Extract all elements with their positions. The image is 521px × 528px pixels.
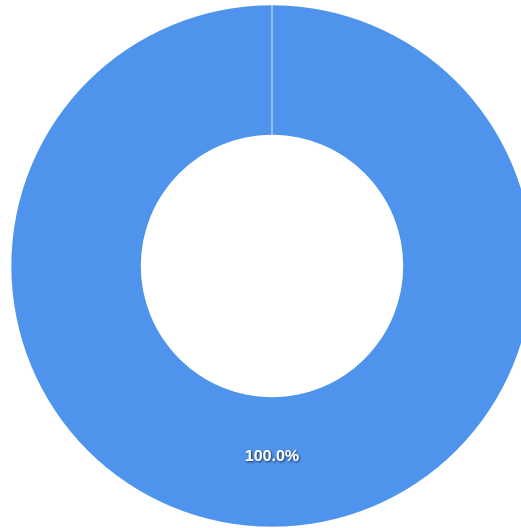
donut-segment xyxy=(10,4,521,528)
segment-label: 100.0% xyxy=(245,448,299,465)
